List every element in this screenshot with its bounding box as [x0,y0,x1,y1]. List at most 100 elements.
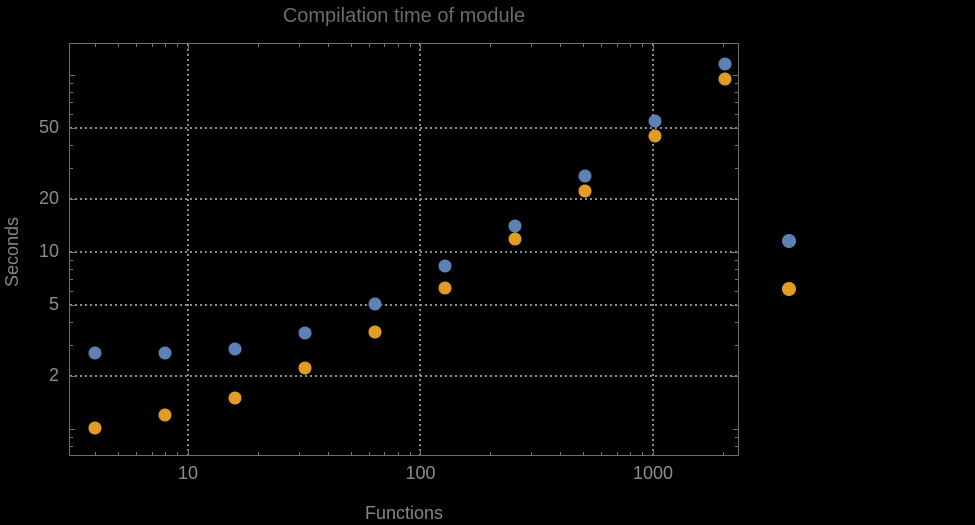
y-gridline [70,374,738,377]
y-tick [70,269,73,270]
x-gridline [187,44,189,455]
y-tick [732,305,738,306]
data-point-s1 [438,259,452,273]
x-tick [642,44,643,47]
y-tick [733,429,738,430]
y-tick [70,83,73,84]
data-point-s2 [298,361,312,375]
x-tick [136,44,137,47]
y-tick [735,345,738,346]
y-tick [735,322,738,323]
x-tick [642,452,643,455]
y-tick [735,145,738,146]
x-tick [420,449,421,455]
y-tick [70,376,76,377]
y-tick [70,446,73,447]
y-tick [735,437,738,438]
data-point-s2 [648,129,662,143]
data-point-s1 [298,326,312,340]
x-tick [723,44,724,47]
x-tick [410,452,411,455]
y-tick-label: 20 [38,187,59,208]
y-tick [732,252,738,253]
y-tick [70,199,76,200]
x-tick [560,452,561,455]
y-gridline [70,304,738,307]
x-tick [723,452,724,455]
x-tick [188,44,189,50]
x-tick [95,44,96,47]
y-tick [735,92,738,93]
x-tick [328,452,329,455]
data-point-s2 [578,184,592,198]
data-point-s1 [648,114,662,128]
y-axis-label: Seconds [2,216,22,288]
x-tick [630,44,631,47]
legend-marker [782,282,796,296]
y-tick [70,429,75,430]
x-tick [95,452,96,455]
x-tick [188,449,189,455]
x-tick [258,44,259,47]
data-point-s2 [88,421,102,435]
y-tick [735,168,738,169]
x-tick [152,44,153,47]
x-tick [398,44,399,47]
x-tick [398,452,399,455]
y-tick [70,102,73,103]
x-tick [490,452,491,455]
y-tick [70,305,76,306]
x-tick [118,452,119,455]
x-tick [531,452,532,455]
x-gridline [651,44,654,455]
y-tick [70,279,73,280]
y-tick-label: 10 [38,241,59,261]
y-tick [70,437,73,438]
x-tick [299,452,300,455]
x-tick [328,44,329,47]
x-tick [531,44,532,47]
x-tick [583,452,584,455]
y-tick [735,446,738,447]
data-point-s1 [158,346,172,360]
data-point-s2 [158,408,172,422]
y-tick [70,345,73,346]
x-tick [351,44,352,47]
x-tick [617,44,618,47]
x-tick-label: 10 [177,463,199,483]
x-tick [369,44,370,47]
y-tick [70,75,75,76]
y-tick [732,199,738,200]
x-tick [384,44,385,47]
x-tick [152,452,153,455]
y-tick [70,168,73,169]
y-gridline [70,197,738,200]
data-point-s1 [508,219,522,233]
y-tick [70,128,76,129]
y-tick [70,322,73,323]
x-tick [630,452,631,455]
x-tick [118,44,119,47]
x-tick [583,44,584,47]
y-tick [735,114,738,115]
chart-title: Compilation time of module [282,5,526,27]
y-tick [70,291,73,292]
x-tick [165,452,166,455]
plot-frame [69,43,739,456]
data-point-s2 [368,325,382,339]
x-tick [177,44,178,47]
y-tick [735,269,738,270]
data-point-s1 [228,342,242,356]
x-tick-label: 100 [405,463,436,483]
data-point-s1 [88,346,102,360]
y-tick [732,376,738,377]
y-tick [70,114,73,115]
y-tick [735,279,738,280]
x-tick [165,44,166,47]
x-gridline [419,44,422,455]
x-tick [258,452,259,455]
x-tick [560,44,561,47]
x-tick [653,449,654,455]
x-tick [136,452,137,455]
x-tick [601,44,602,47]
